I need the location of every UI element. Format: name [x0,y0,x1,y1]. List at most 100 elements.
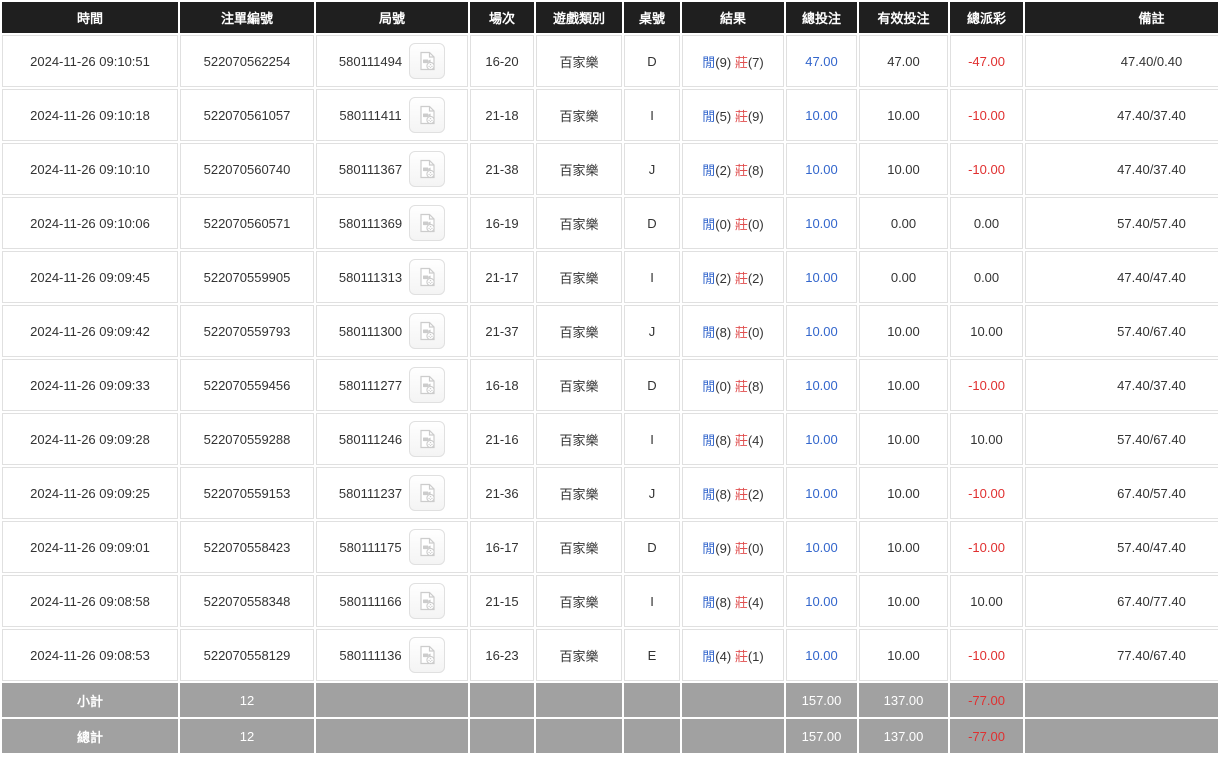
payout-cell: -10.00 [950,89,1023,141]
video-replay-button[interactable] [409,205,446,241]
total-bet-cell: 10.00 [786,575,857,627]
table-number-cell: D [624,359,680,411]
video-replay-button[interactable] [409,475,446,511]
time-cell: 2024-11-26 09:10:06 [2,197,178,249]
table-number-cell: D [624,521,680,573]
round-number: 580111369 [338,215,403,231]
video-replay-button[interactable] [409,259,446,295]
player-score: (5) [715,108,732,124]
banker-score: (9) [747,108,764,124]
banker-label: 莊 [734,108,748,124]
game-type-cell: 百家樂 [536,35,622,87]
round-number: 580111136 [339,647,402,663]
banker-label: 莊 [734,270,748,286]
round-number: 580111494 [338,53,403,69]
banker-label: 莊 [734,540,748,556]
header-round-number: 局號 [316,2,468,33]
table-number-cell: J [624,143,680,195]
session-cell: 16-23 [470,629,534,681]
total-remark [1025,719,1218,753]
video-replay-button[interactable] [409,43,446,79]
round-number: 580111175 [339,539,402,555]
payout-cell: -10.00 [950,359,1023,411]
bet-number-cell: 522070560571 [180,197,314,249]
subtotal-remark [1025,683,1218,717]
player-score: (8) [715,486,732,502]
round-number: 580111313 [338,269,403,285]
payout-cell: -10.00 [950,521,1023,573]
valid-bet-cell: 10.00 [859,467,948,519]
header-row: 時間 注單編號 局號 場次 遊戲類別 桌號 結果 總投注 有效投注 總派彩 備註 [2,2,1218,33]
video-replay-button[interactable] [408,97,445,133]
table-row: 2024-11-26 09:10:06 522070560571 5801113… [2,197,1218,249]
round-number-cell: 580111369 [316,197,468,249]
video-replay-button[interactable] [408,637,445,673]
valid-bet-cell: 0.00 [859,251,948,303]
player-label: 閒 [702,432,716,448]
valid-bet-cell: 0.00 [859,197,948,249]
bet-number-cell: 522070558348 [180,575,314,627]
table-footer: 小計 12 157.00 137.00 -77.00 總計 12 [2,683,1218,753]
subtotal-label: 小計 [2,683,178,717]
result-cell: 閒(9) 莊(0) [682,521,784,573]
remark-cell: 67.40/77.40 [1025,575,1218,627]
banker-label: 莊 [734,216,748,232]
time-cell: 2024-11-26 09:10:51 [2,35,178,87]
banker-score: (0) [747,540,764,556]
remark-cell: 57.40/67.40 [1025,305,1218,357]
player-label: 閒 [702,324,716,340]
player-score: (0) [715,378,732,394]
total-bet-cell: 10.00 [786,521,857,573]
player-label: 閒 [702,270,716,286]
table-row: 2024-11-26 09:09:25 522070559153 5801112… [2,467,1218,519]
valid-bet-cell: 47.00 [859,35,948,87]
banker-label: 莊 [734,162,748,178]
bet-number-cell: 522070560740 [180,143,314,195]
bet-number-cell: 522070561057 [180,89,314,141]
video-replay-button[interactable] [409,151,446,187]
video-replay-button[interactable] [409,367,446,403]
game-type-cell: 百家樂 [536,251,622,303]
player-score: (4) [715,648,732,664]
round-number: 580111237 [338,485,403,501]
payout-cell: -10.00 [950,629,1023,681]
session-cell: 16-19 [470,197,534,249]
subtotal-valid-bet: 137.00 [859,683,948,717]
table-number-cell: J [624,467,680,519]
total-bet-cell: 10.00 [786,89,857,141]
round-number-cell: 580111313 [316,251,468,303]
total-total-bet: 157.00 [786,719,857,753]
video-replay-icon [416,320,438,342]
table-row: 2024-11-26 09:09:42 522070559793 5801113… [2,305,1218,357]
table-row: 2024-11-26 09:08:58 522070558348 5801111… [2,575,1218,627]
player-label: 閒 [702,54,716,70]
table-number-cell: D [624,197,680,249]
video-replay-button[interactable] [409,421,446,457]
time-cell: 2024-11-26 09:08:53 [2,629,178,681]
video-replay-button[interactable] [408,529,445,565]
total-bet-cell: 10.00 [786,359,857,411]
session-cell: 16-20 [470,35,534,87]
total-bet-cell: 10.00 [786,467,857,519]
game-type-cell: 百家樂 [536,629,622,681]
player-label: 閒 [702,594,716,610]
valid-bet-cell: 10.00 [859,413,948,465]
video-replay-icon [416,50,438,72]
total-count: 12 [180,719,314,753]
bet-number-cell: 522070558423 [180,521,314,573]
video-replay-button[interactable] [409,313,446,349]
result-cell: 閒(8) 莊(4) [682,413,784,465]
video-replay-icon [416,104,438,126]
player-label: 閒 [702,162,716,178]
remark-cell: 77.40/67.40 [1025,629,1218,681]
round-number: 580111246 [338,431,403,447]
video-replay-icon [416,374,438,396]
time-cell: 2024-11-26 09:10:10 [2,143,178,195]
session-cell: 21-37 [470,305,534,357]
table-number-cell: E [624,629,680,681]
session-cell: 16-18 [470,359,534,411]
session-cell: 21-18 [470,89,534,141]
video-replay-button[interactable] [408,583,445,619]
round-number: 580111277 [338,377,403,393]
